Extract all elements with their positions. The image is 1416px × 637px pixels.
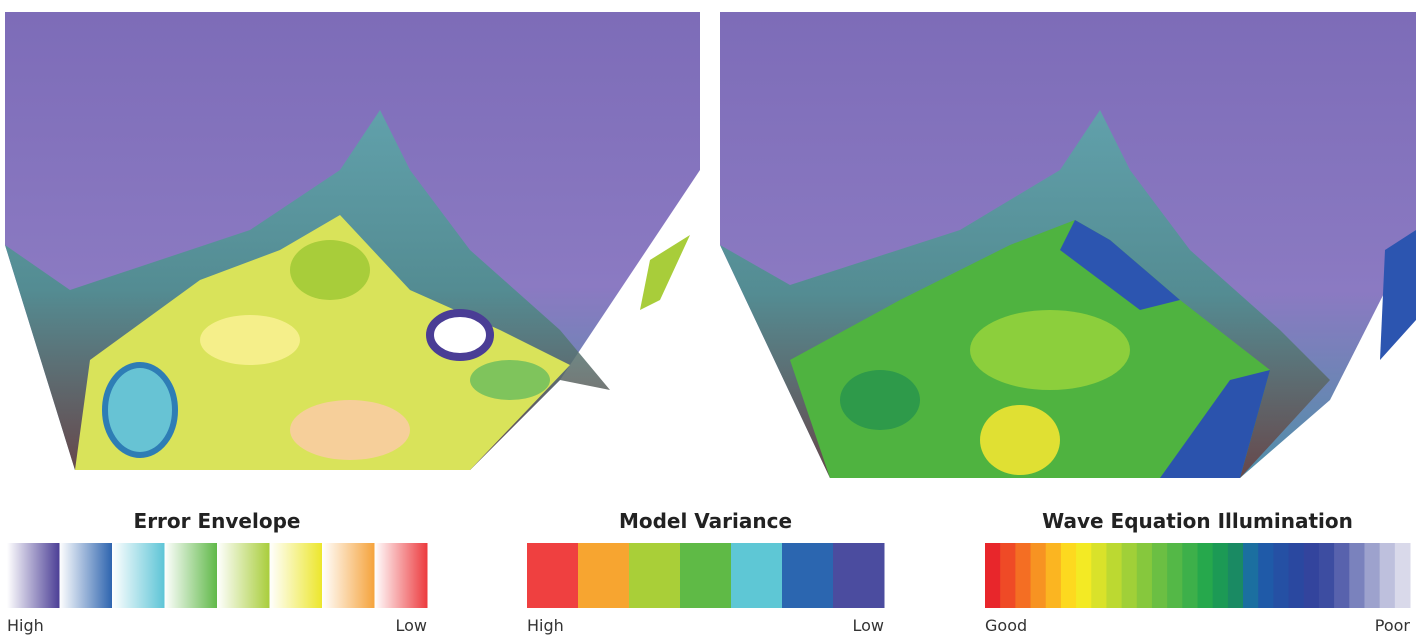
legend: Model Variance High Low [527, 509, 885, 635]
legend-title: Wave Equation Illumination [1042, 509, 1353, 533]
legend-swatch [1304, 543, 1320, 608]
legend-swatch [7, 543, 60, 608]
legend-swatch [1076, 543, 1092, 608]
legend-swatch [1273, 543, 1289, 608]
legends: Error Envelope High Low Model Variance High L… [7, 509, 1411, 635]
legend-swatch [1319, 543, 1335, 608]
legend-swatch [217, 543, 270, 608]
legend-right-label: Low [395, 616, 427, 635]
legend-left-label: High [527, 616, 564, 635]
legend-swatch [578, 543, 630, 608]
legend-left-label: High [7, 616, 44, 635]
legend-swatch [1091, 543, 1107, 608]
legend-title: Model Variance [619, 509, 792, 533]
legend-swatch [680, 543, 732, 608]
seismic-image-right [720, 12, 1416, 478]
legend-swatch [165, 543, 218, 608]
legend-swatch [1349, 543, 1365, 608]
legend-swatch [1334, 543, 1350, 608]
legend-swatch [112, 543, 165, 608]
legend-swatch [1152, 543, 1168, 608]
legend-swatch [1031, 543, 1047, 608]
seismic-image-left [5, 12, 700, 470]
legend-swatch [527, 543, 579, 608]
legend-swatch [1243, 543, 1259, 608]
legend-swatch [731, 543, 783, 608]
legend-swatch [782, 543, 834, 608]
legend-swatch [1122, 543, 1138, 608]
legend: Error Envelope High Low [7, 509, 428, 635]
legend-swatch [1213, 543, 1229, 608]
legend-swatch [1000, 543, 1016, 608]
legend-right-label: Low [852, 616, 884, 635]
legend-swatch [1106, 543, 1122, 608]
legend-swatch [322, 543, 375, 608]
legend-swatch [833, 543, 885, 608]
legend-swatch [1258, 543, 1274, 608]
legend-swatch [1167, 543, 1183, 608]
legend-swatch [60, 543, 113, 608]
legend-left-label: Good [985, 616, 1027, 635]
legend-title: Error Envelope [134, 509, 301, 533]
legend-swatch [629, 543, 681, 608]
legend-swatch [1395, 543, 1411, 608]
legend-swatch [1046, 543, 1062, 608]
figure: Error Envelope High Low Model Variance High L… [0, 0, 1416, 637]
legend-swatch [1015, 543, 1031, 608]
legend: Wave Equation Illumination Good Poor [985, 509, 1411, 635]
legend-swatch [1364, 543, 1380, 608]
legend-swatch [1289, 543, 1305, 608]
legend-right-label: Poor [1375, 616, 1411, 635]
legend-swatch [1061, 543, 1077, 608]
legend-swatch [1137, 543, 1153, 608]
legend-swatch [1228, 543, 1244, 608]
legend-swatch [1380, 543, 1396, 608]
legend-swatch [985, 543, 1001, 608]
legend-swatch [375, 543, 428, 608]
legend-swatch [270, 543, 323, 608]
legend-swatch [1182, 543, 1198, 608]
legend-swatch [1198, 543, 1214, 608]
